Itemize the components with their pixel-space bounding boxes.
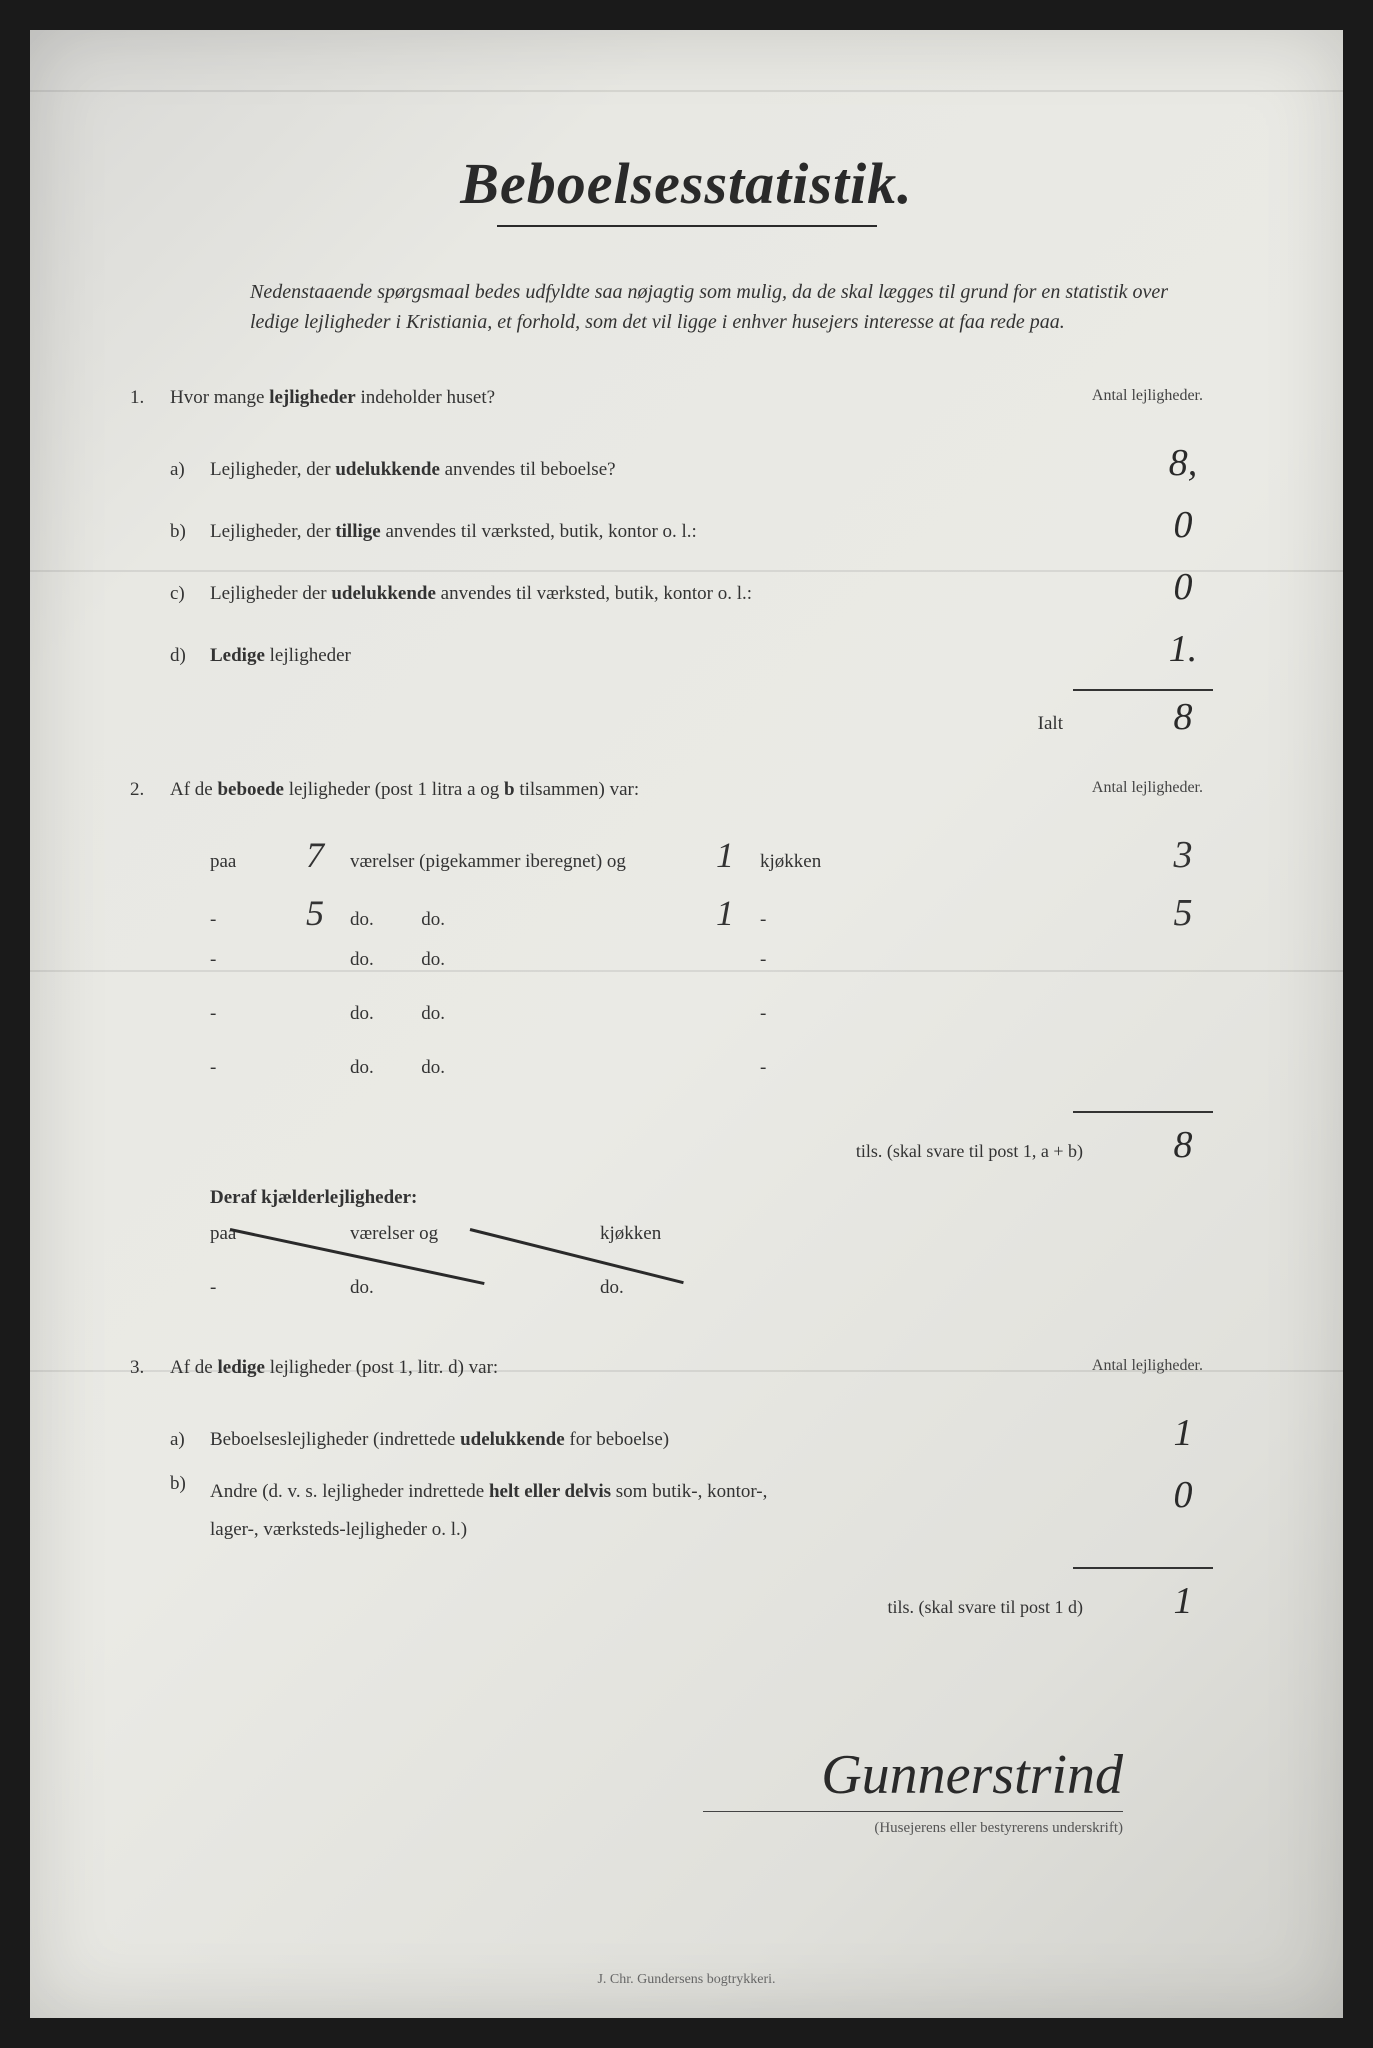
q3a-label: a) <box>170 1429 210 1451</box>
q3-text: Af de ledige lejligheder (post 1, litr. … <box>170 1357 1123 1379</box>
q2-tils-label: tils. (skal svare til post 1, a + b) <box>856 1141 1083 1162</box>
q2-tils-value: 8 <box>1123 1123 1243 1167</box>
column-header: Antal lejligheder. <box>1092 387 1203 405</box>
q3-tils-value: 1 <box>1123 1579 1243 1623</box>
q2-number: 2. <box>130 779 170 801</box>
q1a-text: Lejligheder, der udelukkende anvendes ti… <box>210 459 1123 481</box>
column-header-2: Antal lejligheder. <box>1092 779 1203 797</box>
signature-area: Gunnerstrind (Husejerens eller bestyrere… <box>130 1743 1243 1837</box>
q1-ialt-value: 8 <box>1123 695 1243 739</box>
q1d-value: 1. <box>1123 627 1243 671</box>
kitchens-value: 1 <box>690 892 760 934</box>
q1-sum-rule <box>1073 689 1213 691</box>
signature-caption: (Husejerens eller bestyrerens underskrif… <box>130 1820 1123 1837</box>
q2-sum-rule <box>1073 1111 1213 1113</box>
room-row: paa 7 værelser (pigekammer iberegnet) og… <box>210 833 1243 877</box>
basement-struck: paa værelser og kjøkken - do. do. <box>210 1223 1243 1317</box>
q1-text: Hvor mange lejligheder indeholder huset? <box>170 387 1123 409</box>
q1d-text: Ledige lejligheder <box>210 645 1123 667</box>
q1c-text: Lejligheder der udelukkende anvendes til… <box>210 583 1123 605</box>
q1b-value: 0 <box>1123 503 1243 547</box>
basement-header: Deraf kjælderlejligheder: <box>210 1187 1243 1209</box>
q1a-label: a) <box>170 459 210 481</box>
document-page: Beboelsesstatistik. Nedenstaaende spørgs… <box>30 30 1343 2018</box>
question-1: Antal lejligheder. 1. Hvor mange lejligh… <box>130 387 1243 739</box>
q1d-label: d) <box>170 645 210 667</box>
column-header-3: Antal lejligheder. <box>1092 1357 1203 1375</box>
q1b-text: Lejligheder, der tillige anvendes til væ… <box>210 521 1123 543</box>
q3-sum-rule <box>1073 1567 1213 1569</box>
question-3: Antal lejligheder. 3. Af de ledige lejli… <box>130 1357 1243 1623</box>
printer-credit: J. Chr. Gundersens bogtrykkeri. <box>30 1972 1343 1988</box>
q3b-label: b) <box>170 1473 210 1495</box>
q1b-label: b) <box>170 521 210 543</box>
room-table: paa 7 værelser (pigekammer iberegnet) og… <box>210 833 1243 1097</box>
room-row: - do. do. - <box>210 1003 1243 1043</box>
rooms-value: 5 <box>280 892 350 934</box>
room-row: - 5 do. do. 1 - 5 <box>210 891 1243 935</box>
q1a-value: 8, <box>1123 441 1243 485</box>
q1c-label: c) <box>170 583 210 605</box>
page-title: Beboelsesstatistik. <box>130 150 1243 217</box>
q3b-value: 0 <box>1123 1473 1243 1517</box>
count-value: 5 <box>1123 891 1243 935</box>
q2-text: Af de beboede lejligheder (post 1 litra … <box>170 779 1123 801</box>
q3-number: 3. <box>130 1357 170 1379</box>
q1-ialt-label: Ialt <box>1038 713 1063 735</box>
title-underline <box>497 225 877 227</box>
question-2: Antal lejligheder. 2. Af de beboede lejl… <box>130 779 1243 1317</box>
count-value: 3 <box>1123 833 1243 877</box>
rooms-value: 7 <box>280 834 350 876</box>
signature-rule <box>703 1811 1123 1812</box>
q1c-value: 0 <box>1123 565 1243 609</box>
q3-tils-label: tils. (skal svare til post 1 d) <box>888 1597 1083 1618</box>
q3b-text: Andre (d. v. s. lejligheder indrettede h… <box>210 1473 1123 1549</box>
kitchens-value: 1 <box>690 834 760 876</box>
q3a-value: 1 <box>1123 1411 1243 1455</box>
q3a-text: Beboelseslejligheder (indrettede udelukk… <box>210 1429 1123 1451</box>
intro-paragraph: Nedenstaaende spørgsmaal bedes udfyldte … <box>210 277 1203 337</box>
signature: Gunnerstrind <box>130 1743 1123 1807</box>
room-row: - do. do. - <box>210 949 1243 989</box>
room-row: - do. do. - <box>210 1057 1243 1097</box>
q1-number: 1. <box>130 387 170 409</box>
